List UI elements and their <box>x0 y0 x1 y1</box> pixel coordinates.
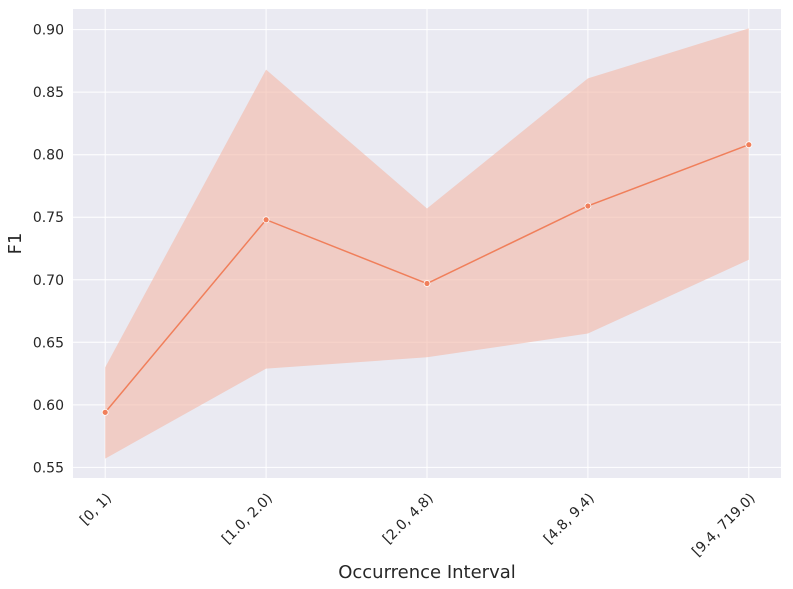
x-tick-label: [4.8, 9.4) <box>541 490 598 547</box>
y-tick-label: 0.75 <box>33 210 64 226</box>
y-tick-label: 0.90 <box>33 23 64 39</box>
data-point <box>101 408 109 416</box>
y-tick-label: 0.60 <box>33 398 64 414</box>
y-axis-label: F1 <box>5 233 26 255</box>
x-axis-label: Occurrence Interval <box>338 562 516 583</box>
x-tick-label: [2.0, 4.8) <box>380 490 437 547</box>
x-tick-labels: [0, 1) [1.0, 2.0) [2.0, 4.8) [4.8, 9.4) [9.4… <box>77 490 759 559</box>
x-tick-label: [0, 1) <box>77 490 115 528</box>
data-point <box>262 216 270 224</box>
y-tick-label: 0.85 <box>33 85 64 101</box>
x-tick-label: [9.4, 719.0) <box>689 490 758 559</box>
data-point <box>423 280 431 287</box>
y-tick-label: 0.65 <box>33 335 64 351</box>
data-point <box>745 141 753 149</box>
y-tick-label: 0.55 <box>33 460 64 476</box>
x-tick-label: [1.0, 2.0) <box>219 490 276 547</box>
y-tick-label: 0.80 <box>33 148 64 164</box>
data-point <box>584 202 592 210</box>
y-tick-labels: 0.55 0.60 0.65 0.70 0.75 0.80 0.85 0.90 <box>33 23 64 477</box>
y-tick-label: 0.70 <box>33 273 64 289</box>
confidence-band <box>105 28 749 459</box>
data-point-layer <box>101 141 753 416</box>
confidence-band-layer <box>105 28 749 459</box>
